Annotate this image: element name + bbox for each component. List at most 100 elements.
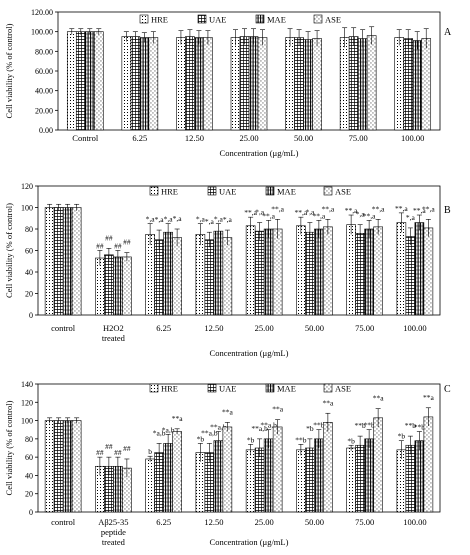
legend-swatch-ASE	[313, 14, 323, 24]
bar-annotation: **a	[172, 414, 184, 423]
x-axis-label: Concentration (μg/mL)	[210, 348, 289, 358]
bar-annotation: **b	[414, 423, 426, 432]
bar-MAE-4	[303, 39, 313, 131]
bar-annotation: **,a	[372, 204, 385, 213]
bar-HRE-7	[396, 449, 407, 513]
bar-UAE-5	[348, 36, 359, 131]
legend-label-ASE: ASE	[335, 187, 351, 197]
legend-swatch-UAE	[207, 383, 217, 393]
x-tick-label: 75.00	[355, 323, 374, 333]
x-tick-label: 75.00	[349, 133, 368, 143]
bar-HRE-0	[66, 31, 77, 131]
bar-annotation: *,a	[214, 215, 224, 224]
legend-swatch-HRE	[149, 186, 159, 196]
y-tick-label: 120	[21, 182, 33, 191]
bar-annotation: **a,b	[210, 423, 227, 432]
bar-annotation: **,a	[345, 206, 358, 215]
legend-swatch-MAE	[265, 186, 275, 196]
y-tick-label: 40	[25, 268, 33, 277]
bar-ASE-2	[172, 237, 182, 316]
x-axis-label: Concentration (μg/mL)	[210, 537, 289, 547]
bar-HRE-5	[296, 449, 306, 513]
bar-MAE-1	[139, 37, 150, 131]
bar-annotation: **,a	[295, 208, 308, 217]
bar-MAE-1	[113, 256, 123, 316]
bar-annotation: *b	[197, 434, 205, 443]
bar-HRE-0	[44, 207, 55, 316]
panel-label: C	[444, 384, 451, 395]
bar-annotation: **a	[373, 394, 385, 403]
bar-UAE-0	[53, 420, 64, 513]
y-tick-label: 140	[21, 380, 33, 389]
y-tick-label: 80	[25, 225, 33, 234]
x-tick-label: 100.00	[403, 323, 426, 333]
bar-annotation: **,a	[395, 204, 408, 213]
x-tick-label: 6.25	[156, 517, 171, 527]
bar-UAE-6	[355, 233, 365, 316]
y-tick-label: 0	[29, 508, 33, 517]
panel-label: B	[444, 205, 451, 216]
bar-HRE-3	[195, 234, 206, 316]
bar-MAE-3	[213, 230, 224, 316]
bar-ASE-6	[421, 38, 432, 131]
legend-swatch-ASE	[323, 186, 333, 196]
bar-ASE-1	[122, 256, 132, 316]
bar-ASE-5	[323, 226, 333, 316]
bar-MAE-3	[248, 36, 259, 131]
bar-annotation: **b	[355, 421, 367, 430]
bar-annotation: **a	[272, 405, 284, 414]
bar-ASE-3	[257, 37, 268, 131]
x-tick-label: control	[51, 517, 76, 527]
legend-swatch-ASE	[323, 383, 333, 393]
bar-MAE-0	[62, 207, 73, 316]
bar-annotation: **b	[364, 421, 376, 430]
bar-ASE-4	[272, 228, 283, 316]
y-tick-label: 40.00	[35, 87, 53, 96]
legend-label-ASE: ASE	[335, 384, 351, 394]
bar-HRE-2	[176, 37, 186, 131]
bar-MAE-7	[414, 222, 425, 316]
bar-annotation: **,a	[422, 204, 435, 213]
bar-annotation: **,a	[262, 211, 275, 220]
bar-UAE-5	[305, 231, 315, 316]
bar-annotation: *,a	[223, 215, 233, 224]
bar-annotation: **,a	[244, 208, 257, 217]
bar-HRE-2	[145, 234, 155, 316]
y-tick-label: 20	[25, 290, 33, 299]
x-tick-label: 25.00	[239, 133, 258, 143]
bar-annotation: ##	[96, 448, 104, 457]
bar-annotation: ##	[105, 233, 113, 242]
bar-UAE-2	[185, 36, 195, 131]
bar-MAE-2	[163, 443, 173, 513]
bar-HRE-4	[245, 449, 256, 513]
bar-annotation: **a	[322, 398, 334, 407]
bar-UAE-6	[355, 444, 365, 513]
y-axis-label: Cell viability (% of control)	[4, 203, 14, 298]
bar-UAE-2	[154, 239, 164, 316]
bar-HRE-4	[245, 225, 256, 316]
bar-annotation: *b	[306, 424, 314, 433]
bar-HRE-1	[95, 257, 105, 316]
bar-UAE-1	[104, 254, 114, 316]
x-tick-label: 50.00	[294, 133, 313, 143]
y-tick-label: 120	[21, 398, 33, 407]
bar-MAE-6	[364, 438, 374, 513]
bar-annotation: ##	[96, 242, 104, 251]
bar-ASE-4	[272, 426, 283, 513]
bar-annotation: b	[148, 447, 152, 456]
bar-annotation: *,a	[173, 214, 183, 223]
y-axis-label: Cell viability (% of control)	[4, 23, 14, 118]
x-tick-label: 12.50	[204, 323, 223, 333]
bar-UAE-4	[254, 230, 265, 316]
bar-MAE-2	[163, 231, 173, 316]
bar-annotation: **,a	[271, 204, 284, 213]
bar-ASE-3	[222, 237, 233, 316]
bar-annotation: ##	[114, 448, 122, 457]
bar-ASE-0	[93, 31, 104, 131]
y-tick-label: 40	[25, 471, 33, 480]
legend-label-UAE: UAE	[219, 187, 236, 197]
x-tick-label: 100.00	[403, 517, 426, 527]
bar-annotation: *,a	[255, 208, 265, 217]
x-tick-label: 75.00	[355, 517, 374, 527]
